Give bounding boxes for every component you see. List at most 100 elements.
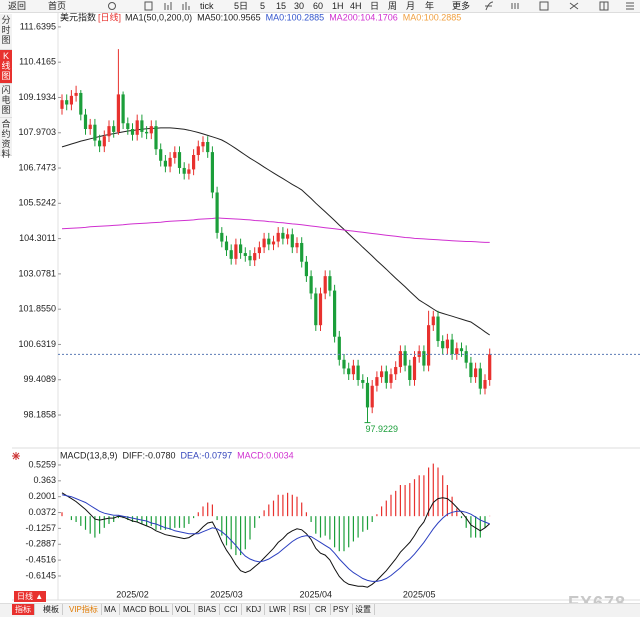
y-tick-label: 98.1858 (23, 409, 56, 419)
candle-body (159, 149, 163, 161)
y-tick-label: 105.5242 (18, 198, 56, 208)
sidebar-tab[interactable]: 合约资料 (0, 118, 12, 159)
candle-body (361, 379, 365, 383)
candle-body (65, 100, 69, 105)
indicator-tab[interactable]: BOLL (146, 604, 174, 615)
y-tick-label: 106.7473 (18, 162, 56, 172)
candle-body (365, 382, 370, 408)
toolbar-button[interactable]: 周 (388, 1, 398, 11)
candle-body (304, 261, 308, 277)
candle-body (403, 351, 407, 366)
indicator-tab[interactable]: RSI (290, 604, 311, 615)
list-icon (511, 3, 519, 9)
indicator-tab[interactable]: LWR (266, 604, 291, 615)
period-button[interactable]: 日线 ▲ (14, 591, 47, 602)
chart-title: 美元指数 (60, 11, 96, 22)
toolbar-button[interactable]: 60 (313, 1, 324, 11)
candle-body (149, 126, 153, 134)
candle-body (431, 316, 435, 326)
y-tick-label: -0.2887 (25, 539, 56, 549)
toolbar-button[interactable]: 更多 (452, 1, 471, 11)
candle-body (196, 146, 200, 155)
indicator-tab[interactable]: CR (312, 604, 331, 615)
candle-body (337, 336, 341, 360)
sidebar-tab[interactable]: 闪电图 (0, 84, 12, 118)
toolbar-button[interactable]: 月 (406, 1, 416, 11)
candle-body (224, 241, 229, 251)
candle-body (314, 293, 318, 326)
candle-body (370, 385, 374, 408)
indicator-tab[interactable]: MACD (120, 604, 151, 615)
y-tick-label: 0.5259 (28, 459, 56, 469)
cross-icon (569, 2, 579, 10)
candle-body (93, 124, 97, 141)
candle-body (98, 140, 102, 147)
candle-body (309, 276, 313, 294)
toolbar-button[interactable]: 30 (294, 1, 305, 11)
y-tick-label: 104.3011 (19, 233, 56, 243)
indicator-tab[interactable]: 指标 (12, 604, 35, 615)
x-tick-label: 2025/03 (210, 589, 243, 599)
y-tick-label: 110.4165 (19, 57, 56, 67)
candle-body (121, 94, 125, 124)
candle-body (182, 167, 186, 174)
split-icon (599, 1, 609, 11)
toolbar-button[interactable]: 1H (332, 1, 344, 11)
indicator-tab[interactable]: VIP指标 (66, 604, 102, 615)
candle-body (192, 154, 196, 170)
sidebar-tab[interactable]: 分时图 (0, 14, 12, 50)
indicator-tab[interactable]: 模板 (40, 604, 63, 615)
candle-body (248, 255, 252, 261)
legend-entry: MA50:100.9565 (197, 12, 261, 22)
candle-body (116, 94, 120, 132)
candle-body (478, 368, 482, 389)
indicator-tab[interactable]: VOL (172, 604, 196, 615)
toolbar-button[interactable]: 首页 (48, 1, 67, 11)
candle-body (60, 100, 64, 109)
indicator-tab[interactable]: BIAS (195, 604, 221, 615)
legend-entry: MA1(50,0,200,0) (125, 12, 192, 22)
refresh-icon (108, 2, 116, 10)
candle-body (474, 368, 478, 378)
macd-settings-icon[interactable] (12, 452, 20, 460)
candle-body (328, 276, 332, 291)
candle-body (239, 244, 243, 254)
candle-body (318, 293, 323, 326)
legend-entry: MA0:100.2885 (403, 12, 462, 22)
candle-body (375, 377, 379, 386)
indicator-tab[interactable]: PSY (330, 604, 354, 615)
candle-body (74, 92, 78, 96)
candle-body (441, 341, 445, 349)
toolbar-button[interactable]: 4H (350, 1, 362, 11)
indicator-tab[interactable]: CCI (221, 604, 242, 615)
candle-body (243, 253, 247, 256)
indicator-tab[interactable]: 设置 (352, 604, 375, 615)
candle-body (145, 131, 149, 134)
candle-body (79, 92, 83, 115)
candle-icon (182, 2, 190, 10)
toolbar-button[interactable]: 15 (276, 1, 287, 11)
toolbar-button[interactable]: 返回 (8, 1, 27, 11)
candle-body (163, 160, 167, 167)
legend-entry: DEA:-0.0797 (181, 450, 233, 460)
y-tick-label: 0.2001 (28, 491, 56, 501)
toolbar-button[interactable]: 5 (260, 1, 266, 11)
legend-entry: MA200:104.1706 (329, 12, 398, 22)
indicator-tab[interactable]: KDJ (243, 604, 266, 615)
sidebar-tab[interactable]: K线图 (0, 50, 12, 84)
candle-body (488, 354, 492, 380)
toolbar-button[interactable]: 年 (425, 1, 435, 11)
candle-body (187, 169, 191, 174)
toolbar-button[interactable]: tick (200, 1, 214, 11)
candle-body (459, 348, 464, 352)
candle-body (295, 242, 299, 248)
toolbar-button[interactable]: 5日 (234, 1, 249, 11)
toolbar-button[interactable]: 日 (370, 1, 380, 11)
indicator-tab[interactable]: MA (101, 604, 120, 615)
chart-period: [日线] (98, 11, 121, 22)
candle-body (210, 152, 214, 193)
y-tick-label: 107.9703 (18, 127, 56, 137)
candle-body (262, 238, 266, 248)
candle-body (173, 152, 177, 158)
y-tick-label: -0.4516 (25, 554, 56, 564)
